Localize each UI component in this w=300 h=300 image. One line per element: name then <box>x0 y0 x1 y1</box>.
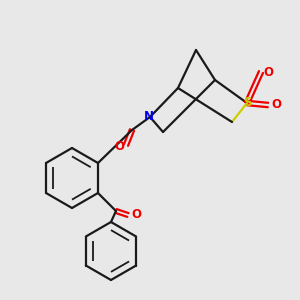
Text: O: O <box>131 208 141 221</box>
Text: O: O <box>114 140 124 152</box>
Text: N: N <box>144 110 154 122</box>
Text: O: O <box>263 65 273 79</box>
Text: S: S <box>243 95 251 109</box>
Text: O: O <box>271 98 281 110</box>
